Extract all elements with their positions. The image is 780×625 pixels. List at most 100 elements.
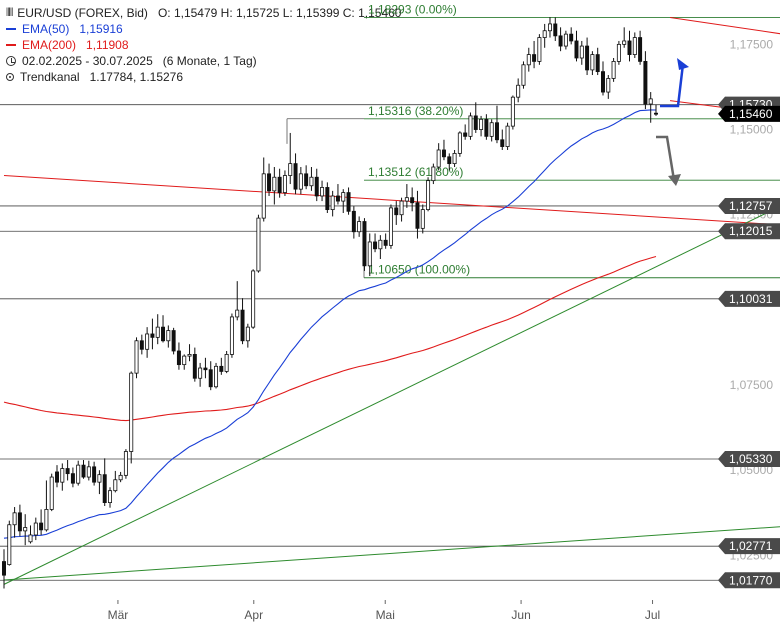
ema50-label: EMA(50) — [22, 22, 70, 36]
candle-body — [214, 365, 219, 388]
candle-body — [161, 326, 166, 342]
candle — [256, 214, 261, 273]
candle — [494, 105, 499, 144]
candle — [526, 47, 531, 72]
candle-body — [415, 202, 420, 229]
candle-body — [171, 330, 176, 352]
candle-body — [622, 40, 627, 45]
candle — [420, 204, 425, 234]
candle — [277, 168, 282, 198]
candle — [510, 95, 515, 130]
candle — [595, 47, 600, 76]
candle — [654, 104, 658, 116]
candle-body — [357, 221, 362, 233]
legend-row-channel: Trendkanal 1.17784, 1.15276 — [6, 69, 401, 85]
candle — [367, 233, 372, 277]
candle-body — [585, 45, 590, 71]
candle-body — [314, 176, 319, 197]
candle-body — [362, 221, 367, 267]
candle — [155, 314, 160, 345]
candle — [251, 269, 256, 329]
candle-body — [134, 340, 139, 374]
candle-body — [505, 125, 510, 147]
candle-body — [182, 355, 187, 366]
candle-body — [468, 115, 473, 137]
candle — [176, 342, 181, 370]
candle-body — [627, 40, 632, 55]
candle — [563, 30, 568, 50]
candle — [489, 119, 494, 142]
ema50-value: 1,15916 — [79, 22, 123, 36]
candle — [579, 40, 584, 65]
candle-body — [293, 163, 298, 190]
candle-body — [129, 372, 134, 452]
candle — [622, 27, 627, 48]
candle-body — [367, 241, 372, 267]
candle — [118, 471, 123, 483]
channel-upper-line — [669, 16, 780, 35]
price-badge — [718, 197, 780, 214]
candle-body — [81, 464, 86, 478]
candle-body — [65, 468, 70, 475]
candle-body — [150, 333, 155, 338]
candle — [473, 102, 478, 133]
candle — [55, 465, 59, 488]
candle — [500, 129, 505, 150]
candle — [267, 163, 272, 196]
y-tick-label: 1,15000 — [730, 123, 774, 137]
candle-body — [373, 241, 378, 250]
candle-body — [574, 40, 579, 59]
candle-body — [229, 316, 234, 355]
candle — [532, 40, 537, 69]
fib-label: 1,18293 (0.00%) — [368, 2, 457, 16]
candle — [357, 216, 362, 237]
channel-label: Trendkanal — [20, 70, 80, 84]
candle — [441, 139, 446, 161]
candle-body — [648, 98, 653, 105]
candle — [388, 204, 393, 249]
candle — [49, 473, 54, 512]
candle-body — [208, 369, 213, 388]
candle-body — [611, 61, 616, 79]
candle — [346, 187, 351, 215]
candle — [187, 344, 192, 362]
candle — [325, 182, 330, 214]
candle-body — [235, 309, 240, 318]
candle — [240, 298, 245, 345]
y-tick-label: 1,17500 — [730, 37, 774, 51]
candle — [309, 167, 314, 191]
candle-body — [17, 512, 22, 532]
candle — [97, 470, 102, 495]
legend-row-instrument: ⫴⫴ EUR/USD (FOREX, Bid) O: 1,15479 H: 1,… — [6, 5, 401, 21]
candle-body — [219, 365, 224, 372]
candle-body — [60, 468, 65, 483]
candle — [2, 549, 6, 589]
candle — [134, 337, 139, 379]
candle — [298, 167, 303, 195]
candle — [590, 51, 595, 76]
period-range: 02.02.2025 - 30.07.2025 — [22, 54, 153, 68]
candle — [282, 170, 287, 196]
candle-body — [569, 33, 574, 42]
candle-body — [108, 490, 113, 504]
candle — [404, 184, 409, 208]
candle-body — [500, 139, 505, 147]
candle — [28, 525, 33, 544]
candle — [192, 347, 197, 382]
channel-lower-line — [670, 100, 780, 116]
candle — [12, 507, 17, 538]
price-badge-label: 1,01770 — [729, 573, 773, 587]
candle-body — [44, 509, 49, 531]
legend-row-period: 02.02.2025 - 30.07.2025 (6 Monate, 1 Tag… — [6, 53, 401, 69]
price-badge-label: 1,05330 — [729, 452, 773, 466]
candle-body — [537, 37, 542, 62]
candle — [643, 51, 648, 110]
candle — [70, 467, 75, 488]
candle — [351, 206, 356, 239]
candle — [569, 27, 574, 45]
candle-body — [113, 479, 118, 492]
candle — [537, 34, 542, 65]
candle — [553, 17, 558, 41]
candle — [314, 168, 319, 202]
